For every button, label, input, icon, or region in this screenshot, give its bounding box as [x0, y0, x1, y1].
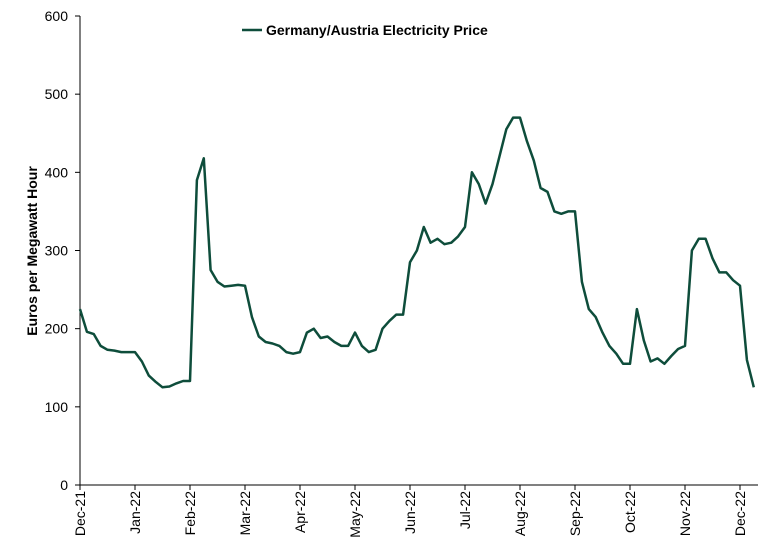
price-line [78, 116, 756, 389]
y-axis-title: Euros per Megawatt Hour [24, 166, 40, 336]
x-tick-label: Apr-22 [292, 491, 308, 533]
x-tick-label: Sep-22 [567, 491, 583, 536]
x-tick-label: Nov-22 [677, 491, 693, 536]
y-tick-label: 600 [45, 8, 69, 24]
y-tick-label: 500 [45, 86, 69, 102]
x-tick-label: Mar-22 [237, 491, 253, 536]
x-tick-label: Jul-22 [457, 491, 473, 529]
x-tick-label: Jun-22 [402, 491, 418, 534]
y-tick-label: 200 [45, 321, 69, 337]
legend-label: Germany/Austria Electricity Price [266, 22, 488, 38]
y-tick-label: 400 [45, 164, 69, 180]
x-tick-label: Oct-22 [622, 491, 638, 533]
y-tick-label: 0 [60, 477, 68, 493]
x-tick-label: Dec-22 [732, 491, 748, 536]
x-tick-label: Jan-22 [127, 491, 143, 534]
x-tick-label: Feb-22 [182, 491, 198, 536]
x-tick-label: Aug-22 [512, 491, 528, 536]
x-tick-label: Dec-21 [72, 491, 88, 536]
y-tick-label: 100 [45, 399, 69, 415]
y-tick-label: 300 [45, 243, 69, 259]
x-tick-label: May-22 [347, 491, 363, 538]
